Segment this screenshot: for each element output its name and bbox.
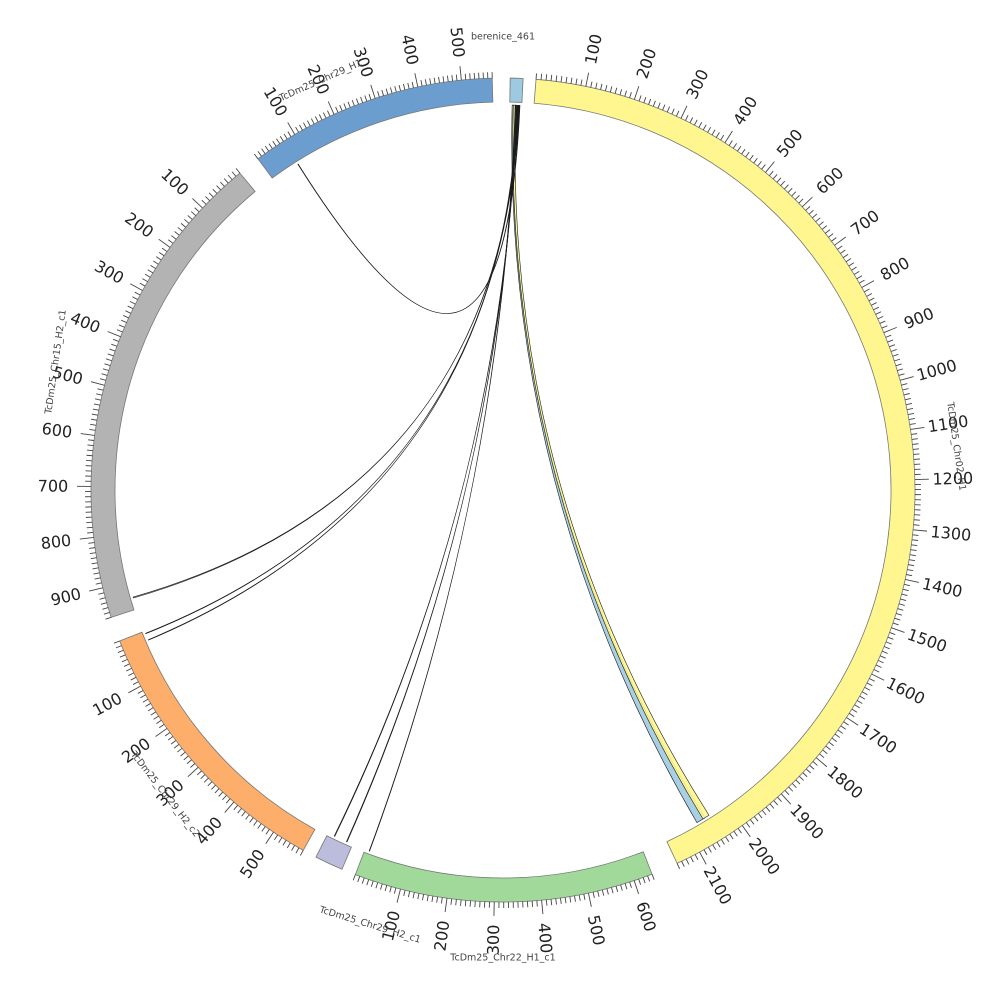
tick-label: 500	[236, 846, 269, 882]
segment-label-chr29_h2_c1: TcDm25_Chr29_H2_c1	[317, 904, 422, 946]
tick-label: 600	[632, 899, 660, 934]
tick-label: 400	[68, 308, 103, 337]
segment-berenice	[509, 77, 524, 103]
tick-marks	[535, 72, 929, 870]
tick-label: 600	[812, 163, 847, 198]
tick-label: 400	[729, 93, 761, 129]
link-chr15_h2_c1	[132, 105, 520, 599]
tick-label: 100	[581, 32, 606, 66]
segment-chr02_h1	[533, 78, 916, 864]
tick-label: 800	[877, 253, 913, 285]
segment-chr15_h2_c1	[90, 172, 256, 618]
link-chr22_h1_c1	[368, 104, 517, 852]
tick-label: 400	[534, 922, 556, 954]
segment-label-chr22_h1_c1: TcDm25_Chr22_H1_c1	[449, 953, 555, 964]
tick-label: 1700	[856, 719, 900, 757]
tick-marks	[77, 168, 241, 620]
tick-label: 900	[49, 584, 83, 610]
segment-label-berenice: berenice_461	[471, 32, 535, 43]
tick-label: 200	[430, 919, 453, 952]
tick-label: 1200	[932, 469, 973, 489]
links-layer	[132, 104, 710, 852]
link-chr29_h2_c1	[346, 104, 518, 843]
tick-label: 700	[38, 476, 69, 495]
tick-label: 1000	[915, 356, 959, 385]
tick-label: 1500	[905, 625, 950, 657]
segment-label-chr29_h2_c2: TcDm25_Chr29_H2_c2	[127, 749, 201, 840]
tick-label: 2000	[745, 834, 784, 878]
tick-marks	[113, 640, 304, 856]
segment-chr29_h2_c2	[119, 631, 316, 851]
tick-label: 900	[901, 304, 936, 333]
tick-marks	[352, 873, 655, 916]
tick-label: 600	[41, 419, 74, 442]
tick-label: 500	[773, 125, 807, 161]
tick-label: 500	[584, 913, 609, 947]
tick-label: 700	[847, 206, 883, 239]
link-chr02_h1	[512, 104, 710, 820]
tick-label: 100	[89, 689, 125, 720]
tick-label: 300	[682, 66, 712, 102]
link-chr29_h2_c2	[147, 104, 519, 641]
tick-label: 800	[40, 531, 73, 553]
tick-marks	[253, 66, 493, 160]
tick-label: 2100	[700, 863, 736, 908]
tick-label: 1900	[786, 800, 828, 843]
tick-label: 1400	[920, 574, 964, 601]
tick-label: 500	[447, 26, 469, 58]
segment-label-chr15_h2_c1: TcDm25_Chr15_H2_c1	[43, 309, 69, 416]
link-chr02_h1	[511, 104, 706, 824]
segments-layer	[90, 77, 916, 903]
tick-label: 1600	[883, 673, 928, 708]
tick-label: 200	[633, 46, 661, 81]
tick-label: 400	[397, 33, 422, 67]
tick-label: 200	[121, 208, 157, 241]
link-chr29_h1	[297, 105, 521, 314]
tick-label: 300	[91, 256, 127, 287]
segment-chr22_h1_c1	[354, 851, 653, 903]
tick-label: 1800	[823, 762, 866, 803]
tick-label: 1300	[930, 522, 972, 545]
tick-label: 300	[484, 924, 504, 955]
link-chr29_h2_c1	[333, 104, 518, 837]
tick-label: 100	[157, 165, 192, 200]
segment-chr29_h2_c1	[315, 835, 352, 870]
link-chr29_h2_c2	[145, 104, 520, 635]
